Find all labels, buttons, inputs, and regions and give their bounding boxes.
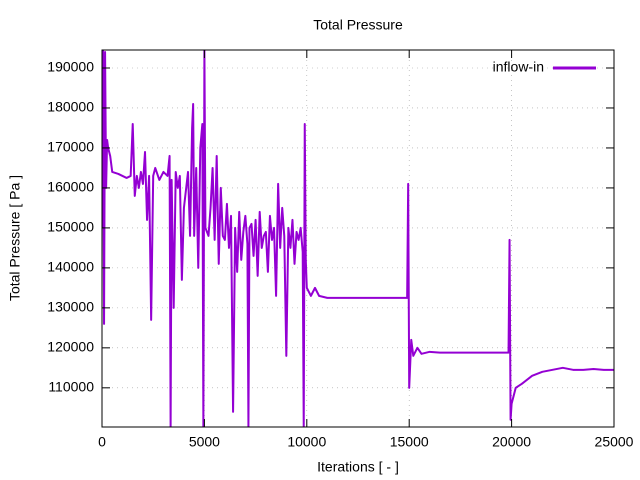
x-tick-label: 25000 — [595, 434, 634, 450]
grid — [101, 50, 615, 427]
y-tick-label: 120000 — [47, 339, 94, 355]
x-tick-label: 0 — [98, 434, 106, 450]
legend-label: inflow-in — [493, 59, 544, 75]
plot-frame — [101, 49, 615, 428]
y-tick-label: 180000 — [47, 99, 94, 115]
x-tick-label: 20000 — [492, 434, 531, 450]
x-axis-label: Iterations [ - ] — [317, 459, 399, 475]
x-tick-label: 5000 — [189, 434, 220, 450]
y-tick-label: 110000 — [48, 379, 94, 395]
plot-area — [102, 50, 614, 427]
x-tick-label: 15000 — [390, 434, 429, 450]
series-line — [102, 50, 614, 427]
y-tick-label: 140000 — [47, 259, 94, 275]
y-tick-label: 150000 — [47, 219, 94, 235]
y-tick-label: 160000 — [47, 179, 94, 195]
x-tick-label: 10000 — [287, 434, 326, 450]
chart-title: Total Pressure — [313, 17, 403, 33]
y-tick-label: 170000 — [47, 139, 94, 155]
y-tick-label: 190000 — [47, 59, 94, 75]
y-tick-label: 130000 — [47, 299, 94, 315]
y-axis-label: Total Pressure [ Pa ] — [7, 175, 23, 301]
